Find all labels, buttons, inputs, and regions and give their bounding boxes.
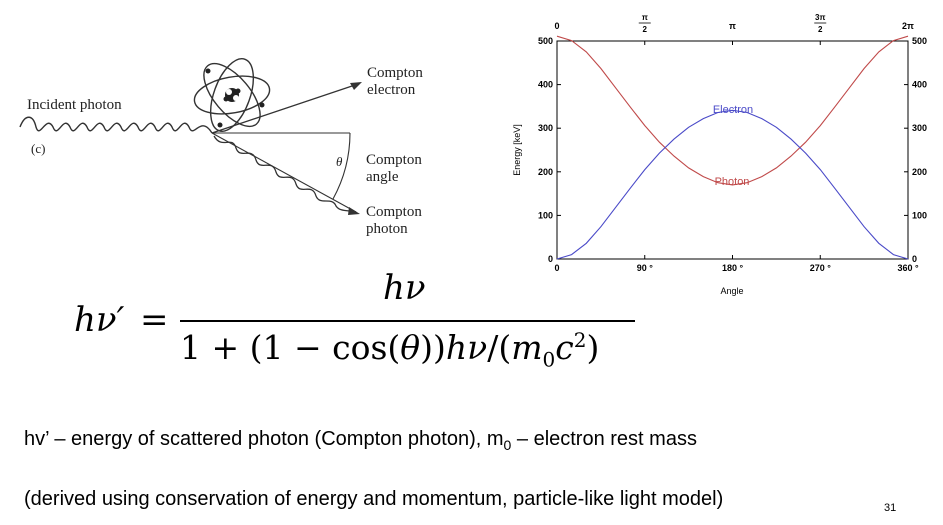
den-c: c [555, 328, 574, 367]
y-tick-label: 100 [538, 210, 553, 220]
compton-angle-label-line2: angle [366, 169, 399, 185]
den-m: m [511, 328, 543, 367]
panel-label: (c) [31, 141, 46, 156]
energy-angle-chart: 0 0 90 ° π 2 180 ° π 270 ° 3π 2 360 ° 2π 0 0 100 100 200… [500, 0, 943, 300]
den-slash: /( [487, 328, 512, 367]
right-tick-label: 500 [912, 36, 927, 46]
formula-lhs: hν′ [74, 300, 125, 340]
compton-diagram: Incident photon (c) Compton electron θ C… [0, 0, 500, 260]
compton-photon-label-line1: Compton [366, 204, 422, 220]
compton-diagram-drawing [19, 58, 362, 215]
compton-formula: hν′ = hν 1 + (1 − cos(θ))hν/(m0c2) [70, 268, 650, 378]
series-label-photon: Photon [715, 176, 750, 188]
right-tick-label: 100 [912, 210, 927, 220]
y-tick-label: 500 [538, 36, 553, 46]
y-tick-label: 200 [538, 167, 553, 177]
y-tick-label: 300 [538, 123, 553, 133]
x-tick-label: 90 ° [637, 263, 654, 273]
atom-icon [193, 58, 271, 132]
top-tick-label-denominator: 2 [818, 25, 823, 34]
caption-line-2: (derived using conservation of energy an… [24, 488, 724, 510]
compton-electron-path [211, 83, 359, 134]
den-theta: θ [400, 328, 421, 367]
compton-photon-label-line2: photon [366, 221, 408, 237]
top-tick-label-denominator: 2 [643, 25, 648, 34]
series-line-electron [556, 109, 909, 260]
theta-label: θ [336, 154, 343, 169]
caption-line-1a: hv’ – energy of scattered photon (Compto… [24, 428, 504, 450]
incident-photon-wave [19, 116, 213, 134]
top-tick-label: π [729, 21, 736, 31]
x-tick-label: 180 ° [722, 263, 744, 273]
compton-electron-label-line2: electron [367, 82, 416, 98]
electron-arrow-head [350, 82, 362, 90]
caption-m0-sub: 0 [503, 437, 512, 453]
den-hv: hν [445, 328, 488, 367]
right-tick-label: 200 [912, 167, 927, 177]
right-tick-label: 400 [912, 80, 927, 90]
formula-equals: = [140, 300, 169, 340]
top-tick-label-numerator: π [642, 13, 648, 22]
incident-photon-label: Incident photon [27, 97, 122, 113]
x-axis-label: Angle [720, 286, 743, 296]
den-part2: )) [420, 328, 446, 367]
den-part1: 1 + (1 − cos( [180, 328, 401, 367]
den-close: ) [586, 328, 600, 367]
top-tick-label: 2π [902, 21, 914, 31]
compton-angle-arc [332, 132, 351, 200]
den-m-sub: 0 [542, 347, 556, 372]
den-c-sup: 2 [573, 328, 587, 352]
fraction-bar [180, 320, 635, 322]
compton-angle-label-line1: Compton [366, 152, 422, 168]
scattered-photon-wave [213, 135, 357, 213]
top-tick-label: 0 [554, 21, 559, 31]
x-tick-label: 0 [554, 263, 559, 273]
x-tick-label: 270 ° [810, 263, 832, 273]
scattered-direction-line [211, 132, 357, 213]
caption-line-1: hv’ – energy of scattered photon (Compto… [24, 428, 697, 453]
right-tick-label: 0 [912, 254, 917, 264]
series-line-photon [556, 35, 909, 186]
formula-numerator: hν [383, 268, 426, 308]
page-number: 31 [884, 502, 897, 514]
y-tick-label: 0 [548, 254, 553, 264]
photon-arrow-head [348, 207, 360, 215]
compton-electron-label-line1: Compton [367, 65, 423, 81]
y-axis-label: Energy [keV] [512, 124, 522, 176]
plot-frame [556, 40, 909, 260]
right-tick-label: 300 [912, 123, 927, 133]
caption-line-1b: – electron rest mass [511, 428, 697, 450]
series-label-electron: Electron [713, 104, 753, 116]
y-tick-label: 400 [538, 80, 553, 90]
formula-denominator: 1 + (1 − cos(θ))hν/(m0c2) [180, 328, 599, 372]
top-tick-label-numerator: 3π [815, 13, 826, 22]
x-tick-label: 360 ° [897, 263, 919, 273]
